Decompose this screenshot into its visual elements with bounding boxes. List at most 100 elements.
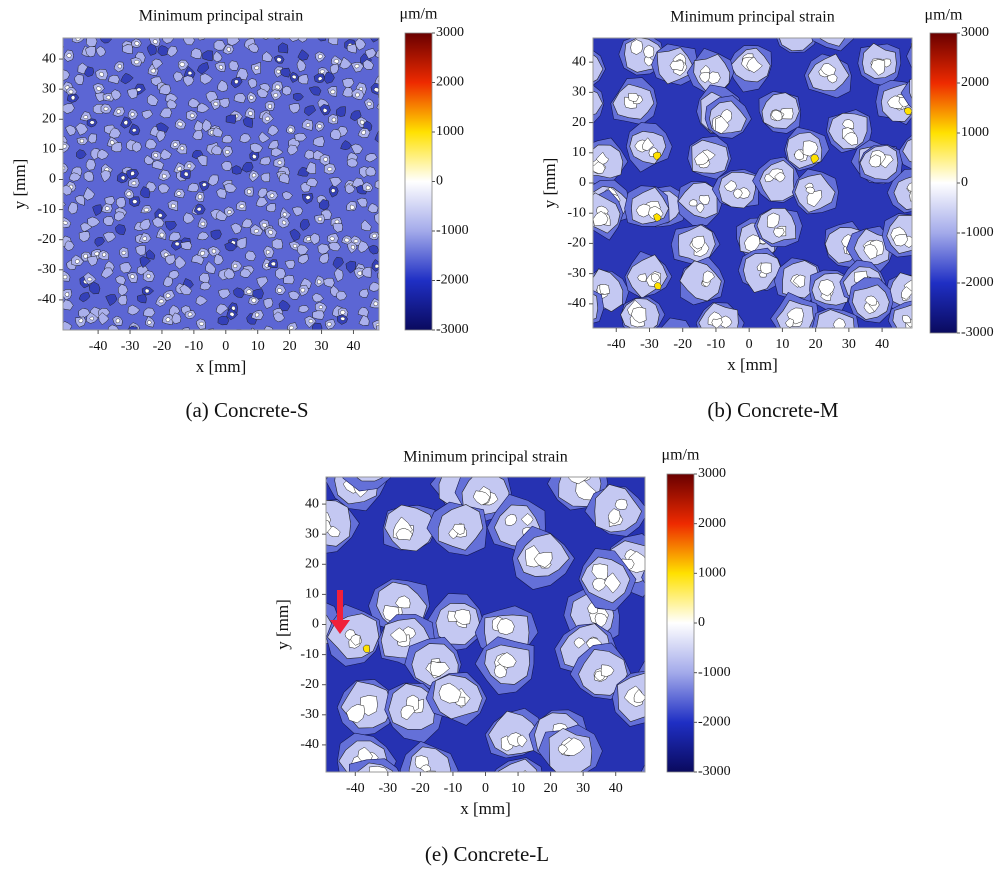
grain-core bbox=[599, 284, 611, 295]
y-tick-label: 40 bbox=[572, 54, 586, 69]
grain-core bbox=[70, 95, 76, 100]
grain bbox=[328, 38, 339, 45]
grain-core bbox=[353, 239, 359, 243]
grain-halo bbox=[342, 477, 391, 492]
grain bbox=[190, 47, 202, 59]
grain bbox=[275, 267, 286, 280]
grain bbox=[63, 201, 66, 207]
grain bbox=[273, 332, 283, 343]
grain bbox=[231, 165, 243, 175]
grain bbox=[311, 292, 324, 303]
grain bbox=[205, 261, 216, 274]
grain-core bbox=[133, 60, 140, 65]
x-tick-label: 0 bbox=[222, 339, 229, 354]
grain bbox=[848, 365, 886, 407]
grain-core bbox=[305, 195, 311, 200]
x-tick-label: 40 bbox=[609, 781, 623, 796]
grain-core bbox=[251, 297, 257, 303]
grain-core bbox=[826, 73, 838, 84]
grain bbox=[288, 38, 300, 42]
grain-core bbox=[494, 664, 507, 679]
grain-core bbox=[452, 523, 465, 535]
grain bbox=[384, 216, 395, 227]
grain bbox=[304, 149, 315, 160]
grain bbox=[100, 169, 111, 183]
grain bbox=[323, 71, 335, 84]
grain-halo bbox=[906, 44, 912, 69]
grain bbox=[350, 143, 364, 155]
grain bbox=[188, 97, 200, 108]
grain-core bbox=[830, 327, 836, 328]
grain-core bbox=[327, 167, 333, 172]
grain bbox=[196, 61, 210, 75]
grain bbox=[252, 288, 264, 300]
grain bbox=[69, 172, 82, 182]
grain-core bbox=[579, 100, 591, 113]
grain bbox=[146, 43, 157, 56]
grain-core bbox=[651, 273, 661, 283]
grain-core bbox=[630, 39, 643, 55]
grain bbox=[389, 300, 400, 310]
grain bbox=[182, 75, 195, 87]
grain-core bbox=[272, 92, 279, 98]
grain-core bbox=[686, 371, 699, 388]
grain-core bbox=[637, 273, 647, 282]
grain bbox=[63, 69, 70, 81]
grain bbox=[381, 34, 390, 44]
grain-core bbox=[117, 64, 122, 69]
grain-core bbox=[870, 59, 886, 76]
grain-core bbox=[120, 175, 126, 181]
grain bbox=[304, 105, 317, 117]
grain-core bbox=[255, 312, 260, 318]
grain-core bbox=[774, 172, 786, 183]
grain bbox=[317, 38, 327, 42]
grain bbox=[183, 212, 195, 224]
grain-core bbox=[158, 213, 163, 218]
grain bbox=[102, 231, 117, 243]
grain-core bbox=[56, 44, 61, 49]
grain-core bbox=[356, 458, 370, 473]
grain-core bbox=[557, 744, 568, 755]
grain-core bbox=[796, 38, 801, 39]
grain bbox=[144, 154, 155, 165]
grain bbox=[593, 90, 603, 115]
grain bbox=[197, 38, 206, 41]
grain-core bbox=[773, 227, 785, 238]
grain-core bbox=[305, 123, 311, 127]
grain-core bbox=[252, 154, 257, 159]
grain-core bbox=[232, 263, 238, 269]
colorbar-tick-label: 0 bbox=[698, 615, 705, 630]
grain bbox=[216, 188, 227, 199]
grain-core bbox=[276, 69, 281, 74]
grain bbox=[263, 325, 274, 330]
grain-core bbox=[365, 185, 371, 191]
grain bbox=[115, 224, 126, 236]
grain-core bbox=[325, 829, 336, 842]
grain bbox=[100, 267, 114, 279]
grain bbox=[63, 184, 73, 196]
y-tick-label: 0 bbox=[49, 172, 56, 187]
grain bbox=[221, 161, 233, 171]
grain bbox=[152, 216, 165, 228]
grain bbox=[197, 102, 210, 113]
grain-core bbox=[96, 86, 102, 91]
x-tick-label: -10 bbox=[707, 337, 726, 352]
grain-core bbox=[792, 274, 806, 288]
grain-core bbox=[134, 41, 140, 47]
y-tick-label: 20 bbox=[305, 557, 319, 572]
grain-core bbox=[606, 382, 616, 391]
grain-core bbox=[504, 514, 518, 526]
grain-core bbox=[159, 232, 165, 238]
grain-core bbox=[264, 116, 270, 121]
colorbar-tick-label: -1000 bbox=[436, 223, 469, 238]
grain-core bbox=[825, 29, 833, 36]
grain bbox=[217, 79, 229, 92]
grain-core bbox=[246, 289, 252, 295]
caption: (a) Concrete-S bbox=[185, 398, 308, 422]
plot-frame bbox=[62, 37, 380, 331]
grain bbox=[85, 46, 96, 58]
grain-core bbox=[371, 233, 377, 239]
grain-core bbox=[832, 317, 846, 328]
grain bbox=[305, 161, 317, 174]
grain bbox=[207, 174, 219, 187]
